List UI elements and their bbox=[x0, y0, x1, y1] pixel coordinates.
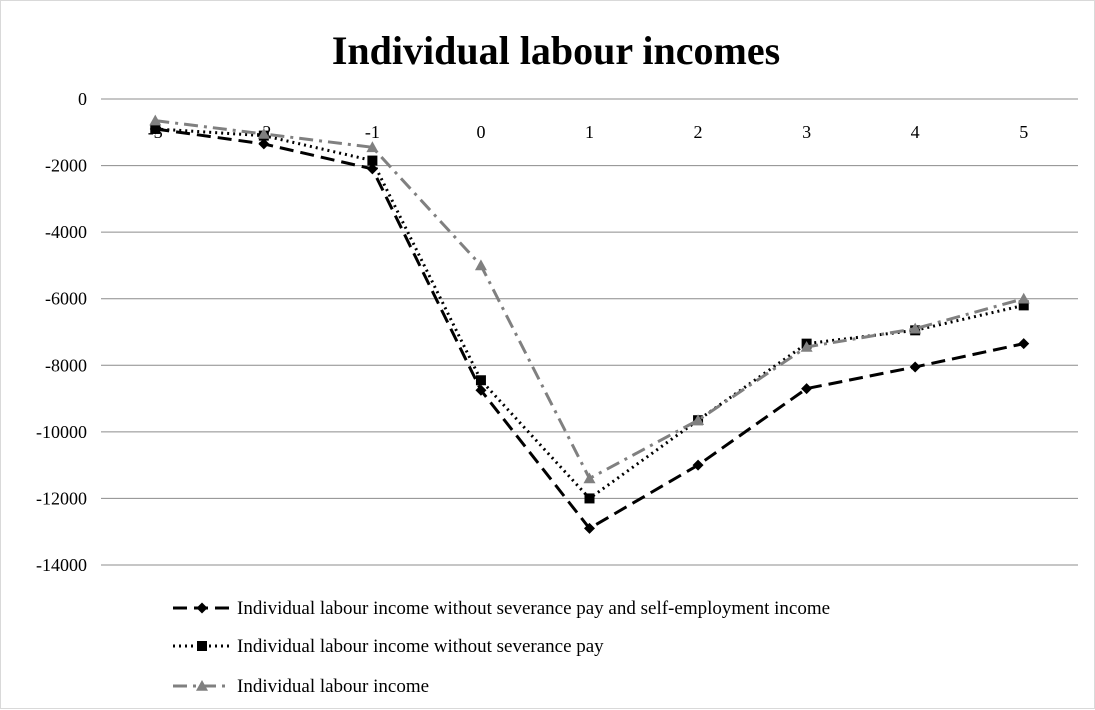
triangle-marker bbox=[909, 322, 922, 334]
series-2 bbox=[150, 123, 1029, 504]
square-marker bbox=[1018, 300, 1029, 311]
triangle-marker bbox=[196, 680, 208, 691]
y-tick-label: -10000 bbox=[36, 422, 87, 442]
y-tick-label: -6000 bbox=[45, 289, 87, 309]
triangle-marker bbox=[800, 340, 813, 352]
series-line bbox=[155, 127, 1025, 531]
diamond-marker bbox=[801, 383, 813, 395]
diamond-marker bbox=[584, 522, 595, 534]
x-tick-label: 3 bbox=[802, 122, 811, 142]
y-tick-label: -14000 bbox=[36, 555, 87, 575]
x-tick-label: 0 bbox=[476, 122, 485, 142]
series-line bbox=[155, 119, 1025, 481]
series-line bbox=[155, 127, 1025, 501]
diamond-marker bbox=[258, 138, 270, 150]
legend-item-2: Individual labour income without severan… bbox=[173, 636, 604, 657]
square-marker bbox=[197, 641, 207, 651]
y-tick-label: -12000 bbox=[36, 488, 87, 508]
triangle-marker bbox=[1017, 292, 1030, 304]
diamond-marker bbox=[909, 361, 921, 373]
diamond-marker bbox=[692, 459, 704, 471]
y-axis-ticks: 0 -2000 -4000 -6000 -8000 -10000 -12000 -14000 bbox=[36, 89, 87, 575]
square-marker bbox=[584, 493, 595, 504]
diamond-marker bbox=[366, 163, 378, 175]
square-marker bbox=[150, 123, 161, 134]
x-tick-label: 4 bbox=[911, 122, 920, 142]
triangle-marker bbox=[149, 114, 162, 126]
triangle-marker bbox=[692, 414, 705, 426]
triangle-marker bbox=[257, 127, 270, 139]
square-marker bbox=[367, 155, 378, 166]
triangle-marker bbox=[474, 259, 487, 271]
x-tick-label: 5 bbox=[1019, 122, 1028, 142]
y-tick-label: -4000 bbox=[45, 222, 87, 242]
square-marker bbox=[475, 375, 486, 386]
diamond-marker bbox=[196, 602, 208, 614]
x-tick-label: -1 bbox=[365, 122, 380, 142]
legend-label: Individual labour income bbox=[237, 676, 429, 697]
triangle-marker bbox=[583, 472, 596, 484]
triangle-marker bbox=[366, 141, 379, 153]
legend: Individual labour income without severan… bbox=[173, 598, 830, 697]
x-tick-label: 2 bbox=[694, 122, 703, 142]
series-lines bbox=[149, 114, 1030, 534]
x-tick-label: 1 bbox=[585, 122, 594, 142]
series-1 bbox=[149, 123, 1030, 534]
y-tick-label: -2000 bbox=[45, 156, 87, 176]
legend-item-1: Individual labour income without severan… bbox=[173, 598, 830, 619]
legend-label: Individual labour income without severan… bbox=[237, 636, 604, 657]
gridlines bbox=[101, 98, 1078, 566]
legend-label: Individual labour income without severan… bbox=[237, 598, 830, 619]
chart-title: Individual labour incomes bbox=[332, 28, 780, 73]
y-tick-label: 0 bbox=[78, 89, 87, 109]
legend-item-3: Individual labour income bbox=[173, 676, 429, 697]
series-3 bbox=[149, 114, 1030, 484]
diamond-marker bbox=[475, 384, 487, 396]
y-tick-label: -8000 bbox=[45, 355, 87, 375]
diamond-marker bbox=[1018, 338, 1030, 350]
